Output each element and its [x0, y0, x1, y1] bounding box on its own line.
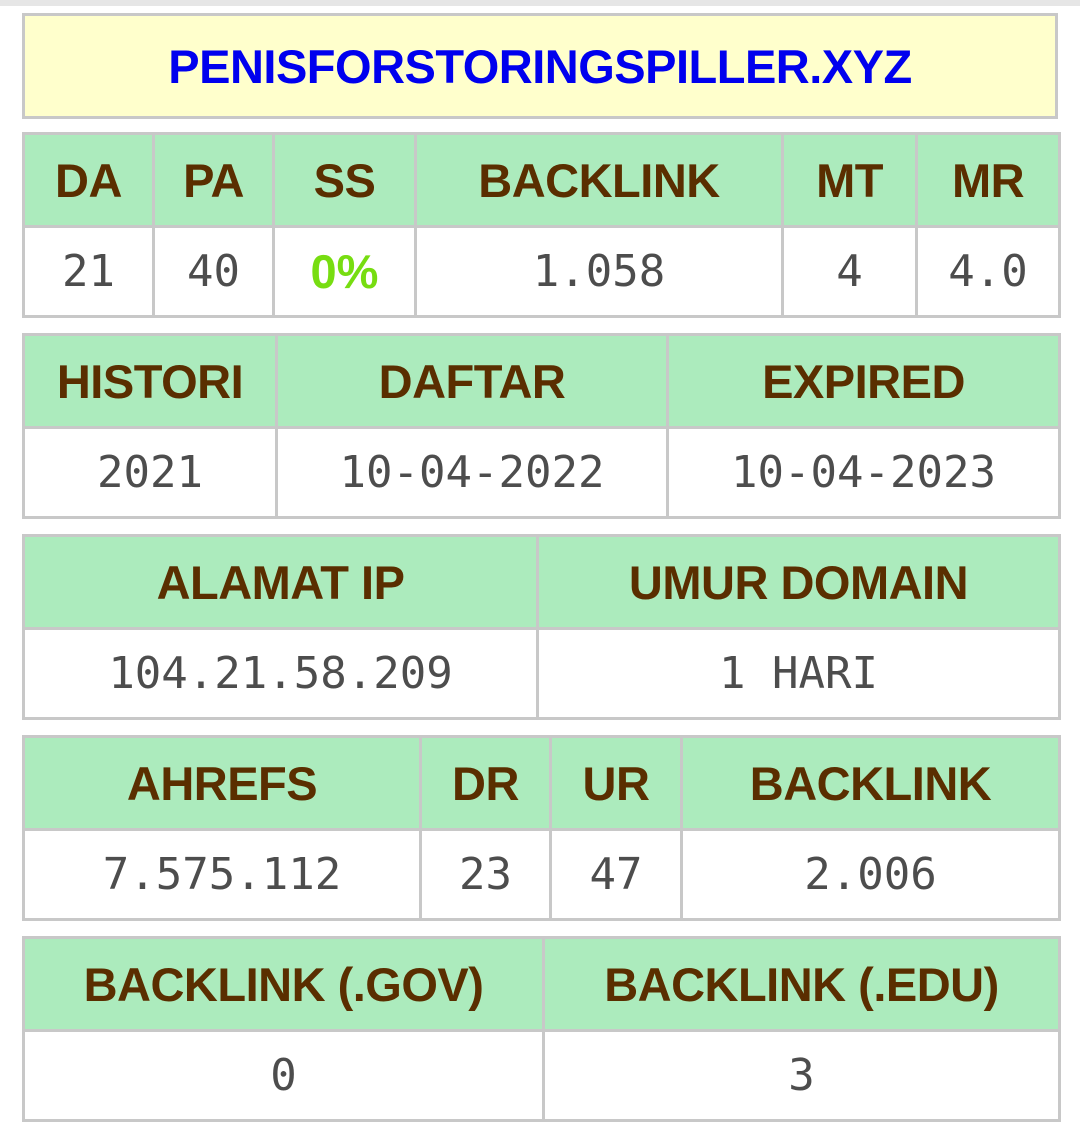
ur-value: 47 [549, 828, 683, 921]
ur-header: UR [549, 735, 683, 831]
da-header: DA [22, 132, 155, 228]
pa-value: 40 [152, 225, 275, 318]
ahrefs-header-row: AHREFS DR UR BACKLINK [22, 735, 1061, 831]
expired-value: 10-04-2023 [666, 426, 1061, 519]
domain-dates-table: HISTORI DAFTAR EXPIRED 2021 10-04-2022 1… [22, 333, 1061, 519]
moz-header-row: DA PA SS BACKLINK MT MR [22, 132, 1061, 228]
network-header-row: ALAMAT IP UMUR DOMAIN [22, 534, 1061, 630]
expired-header: EXPIRED [666, 333, 1061, 429]
ahrefs-header: AHREFS [22, 735, 422, 831]
ss-value: 0% [272, 225, 417, 318]
moz-backlink-value: 1.058 [414, 225, 784, 318]
domain-age-header: UMUR DOMAIN [536, 534, 1061, 630]
special-backlinks-header-row: BACKLINK (.GOV) BACKLINK (.EDU) [22, 936, 1061, 1032]
edu-backlink-header: BACKLINK (.EDU) [542, 936, 1061, 1032]
moz-backlink-header: BACKLINK [414, 132, 784, 228]
special-backlinks-value-row: 0 3 [22, 1029, 1061, 1122]
special-backlinks-table: BACKLINK (.GOV) BACKLINK (.EDU) 0 3 [22, 936, 1061, 1122]
da-value: 21 [22, 225, 155, 318]
edu-backlink-value: 3 [542, 1029, 1061, 1122]
moz-metrics-table: DA PA SS BACKLINK MT MR 21 40 0% 1.058 4… [22, 132, 1061, 318]
domain-link[interactable]: PENISFORSTORINGSPILLER.XYZ [168, 39, 912, 93]
mr-header: MR [915, 132, 1061, 228]
dr-value: 23 [419, 828, 552, 921]
dates-header-row: HISTORI DAFTAR EXPIRED [22, 333, 1061, 429]
top-divider [0, 0, 1080, 6]
ss-header: SS [272, 132, 417, 228]
gov-backlink-header: BACKLINK (.GOV) [22, 936, 545, 1032]
domain-title-box: PENISFORSTORINGSPILLER.XYZ [22, 13, 1058, 119]
mt-header: MT [781, 132, 918, 228]
ahrefs-value-row: 7.575.112 23 47 2.006 [22, 828, 1061, 921]
ahrefs-rank-value: 7.575.112 [22, 828, 422, 921]
mt-value: 4 [781, 225, 918, 318]
ip-header: ALAMAT IP [22, 534, 539, 630]
ip-value: 104.21.58.209 [22, 627, 539, 720]
moz-value-row: 21 40 0% 1.058 4 4.0 [22, 225, 1061, 318]
gov-backlink-value: 0 [22, 1029, 545, 1122]
domain-age-value: 1 HARI [536, 627, 1061, 720]
daftar-header: DAFTAR [275, 333, 669, 429]
histori-header: HISTORI [22, 333, 278, 429]
daftar-value: 10-04-2022 [275, 426, 669, 519]
mr-value: 4.0 [915, 225, 1061, 318]
ahrefs-backlink-header: BACKLINK [680, 735, 1061, 831]
pa-header: PA [152, 132, 275, 228]
ahrefs-metrics-table: AHREFS DR UR BACKLINK 7.575.112 23 47 2.… [22, 735, 1061, 921]
network-info-table: ALAMAT IP UMUR DOMAIN 104.21.58.209 1 HA… [22, 534, 1061, 720]
dates-value-row: 2021 10-04-2022 10-04-2023 [22, 426, 1061, 519]
dr-header: DR [419, 735, 552, 831]
histori-value: 2021 [22, 426, 278, 519]
network-value-row: 104.21.58.209 1 HARI [22, 627, 1061, 720]
ahrefs-backlink-value: 2.006 [680, 828, 1061, 921]
